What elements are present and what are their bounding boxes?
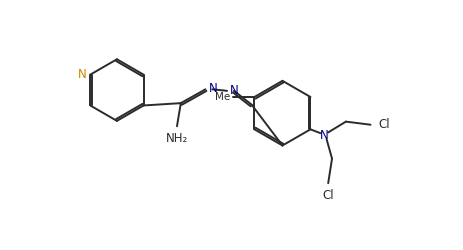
Text: N: N xyxy=(77,68,86,81)
Text: Cl: Cl xyxy=(377,118,389,131)
Text: N: N xyxy=(230,84,238,97)
Text: N: N xyxy=(319,129,328,142)
Text: NH₂: NH₂ xyxy=(165,132,188,145)
Text: N: N xyxy=(208,82,217,95)
Text: Cl: Cl xyxy=(322,190,333,202)
Text: Me: Me xyxy=(214,92,229,102)
